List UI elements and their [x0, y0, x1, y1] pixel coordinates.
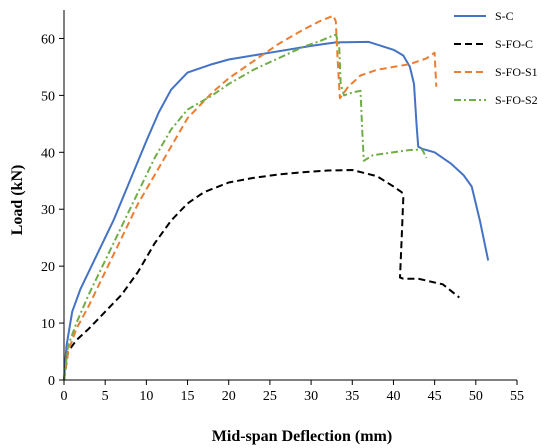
y-tick-label: 20: [41, 260, 55, 275]
x-tick-label: 10: [139, 389, 153, 404]
y-tick-label: 60: [41, 32, 55, 47]
x-tick-label: 35: [345, 389, 359, 404]
x-tick-label: 5: [102, 389, 109, 404]
x-tick-label: 45: [428, 389, 442, 404]
x-axis-title: Mid-span Deflection (mm): [212, 428, 392, 445]
y-tick-label: 30: [41, 203, 55, 218]
x-tick-label: 40: [386, 389, 400, 404]
legend-label-s-fo-c: S-FO-C: [495, 37, 533, 51]
x-tick-label: 0: [61, 389, 68, 404]
x-tick-label: 25: [263, 389, 277, 404]
x-tick-label: 20: [222, 389, 236, 404]
x-tick-label: 55: [510, 389, 524, 404]
plot-area: [63, 14, 490, 381]
series-line-s-fo-s1: [63, 14, 438, 381]
y-tick-label: 40: [41, 146, 55, 161]
legend-label-s-fo-s1: S-FO-S1: [495, 65, 538, 79]
y-tick-labels: 0 10 20 30 40 50 60: [41, 32, 64, 389]
y-axis-title: Load (kN): [9, 165, 26, 236]
x-tick-labels: 0 5 10 15 20 25 30 35 40 45 50 55: [61, 380, 524, 404]
axes: [63, 10, 517, 381]
legend: S-C S-FO-C S-FO-S1 S-FO-S2: [454, 9, 538, 107]
y-tick-label: 50: [41, 89, 55, 104]
series-line-s-c: [63, 40, 490, 381]
legend-label-s-fo-s2: S-FO-S2: [495, 93, 538, 107]
x-tick-label: 15: [181, 389, 195, 404]
series-line-s-fo-s2: [63, 33, 428, 381]
series-line-s-fo-c: [63, 169, 460, 381]
legend-label-s-c: S-C: [495, 9, 514, 23]
y-tick-label: 0: [48, 374, 55, 389]
y-tick-label: 10: [41, 317, 55, 332]
x-tick-label: 30: [304, 389, 318, 404]
x-tick-label: 50: [469, 389, 483, 404]
